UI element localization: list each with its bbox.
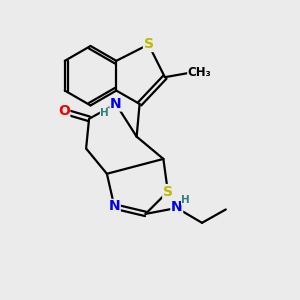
Text: N: N [171, 200, 183, 214]
Text: S: S [143, 38, 154, 52]
Text: N: N [110, 97, 122, 111]
Text: H: H [181, 195, 190, 205]
Text: O: O [58, 104, 70, 118]
Text: CH₃: CH₃ [188, 66, 212, 79]
Text: N: N [109, 200, 120, 214]
Text: H: H [100, 108, 109, 118]
Text: S: S [163, 184, 173, 199]
